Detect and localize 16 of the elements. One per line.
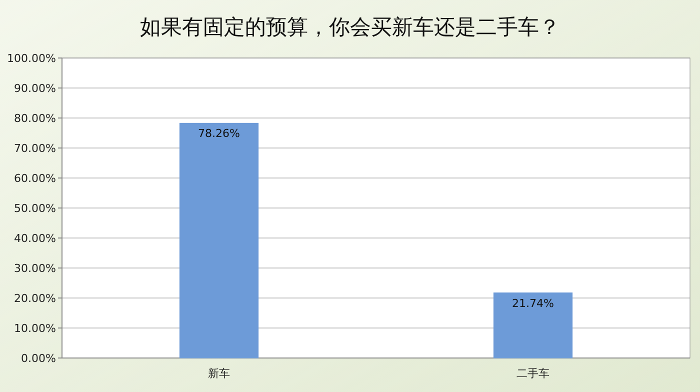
y-tick-label: 100.00% xyxy=(7,52,56,65)
y-tick-label: 40.00% xyxy=(14,232,56,245)
x-tick-label: 新车 xyxy=(208,367,230,380)
data-label: 21.74% xyxy=(512,296,554,310)
y-tick-label: 0.00% xyxy=(21,352,56,365)
y-tick-label: 80.00% xyxy=(14,112,56,125)
y-tick-label: 50.00% xyxy=(14,202,56,215)
x-tick-label: 二手车 xyxy=(516,367,550,380)
y-tick-label: 70.00% xyxy=(14,142,56,155)
chart-title: 如果有固定的预算，你会买新车还是二手车？ xyxy=(140,15,560,39)
y-tick-label: 60.00% xyxy=(14,172,56,185)
y-tick-label: 90.00% xyxy=(14,82,56,95)
y-tick-label: 20.00% xyxy=(14,292,56,305)
data-label: 78.26% xyxy=(198,127,240,140)
y-tick-label: 30.00% xyxy=(14,262,56,275)
y-tick-label: 10.00% xyxy=(14,322,56,335)
